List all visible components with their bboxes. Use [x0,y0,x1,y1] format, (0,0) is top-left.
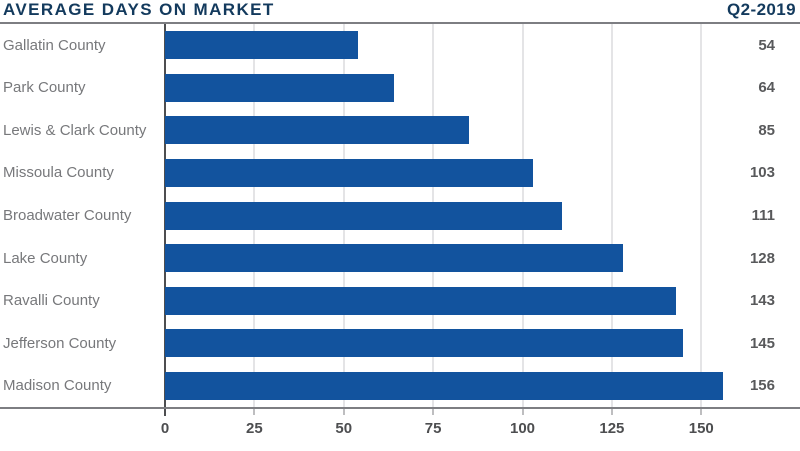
tick-label: 150 [688,420,714,437]
bar [165,329,684,358]
bar-row: Lewis & Clark County 85 [0,109,800,152]
bar-track [165,286,737,315]
tick-mark [432,409,434,415]
bar [165,201,562,230]
gridline [700,24,702,407]
tick-mark [343,409,345,415]
bar [165,371,723,400]
value-label: 128 [749,249,775,267]
value-label: 143 [749,292,775,310]
bar-row: Jefferson County 145 [0,322,800,365]
tick-label: 0 [160,420,170,437]
bar-track [165,329,737,358]
tick-label: 75 [424,420,442,437]
category-label: Madison County [3,377,112,395]
bar [165,31,359,60]
value-label: 54 [758,36,775,54]
x-axis-ticks: 0 25 50 75 100 125 150 [161,409,737,451]
bar [165,116,469,145]
value-label: 64 [758,79,775,97]
plot-area: Gallatin County 54 Park County 64 Lewis … [0,24,800,407]
bar-row: Ravalli County 143 [0,279,800,322]
bar-track [165,116,737,145]
category-label: Broadwater County [3,207,132,225]
bar-track [165,31,737,60]
tick-label: 50 [335,420,353,437]
bar-track [165,73,737,102]
bar-track [165,158,737,187]
bar-rows: Gallatin County 54 Park County 64 Lewis … [0,24,800,407]
tick-mark [700,409,702,415]
gridline [611,24,613,407]
bar-row: Broadwater County 111 [0,194,800,237]
value-label: 103 [749,164,775,182]
category-label: Gallatin County [3,36,106,54]
category-label: Missoula County [3,164,114,182]
category-label: Lewis & Clark County [3,121,147,139]
bar-row: Missoula County 103 [0,152,800,195]
category-label: Jefferson County [3,334,117,352]
x-axis: 0 25 50 75 100 125 150 [0,407,800,451]
chart-header: AVERAGE DAYS ON MARKET Q2-2019 [0,0,800,22]
bar [165,244,623,273]
bar-row: Lake County 128 [0,237,800,280]
tick-label: 100 [509,420,536,437]
value-label: 85 [758,121,775,139]
bar-row: Gallatin County 54 [0,24,800,67]
tick-mark [611,409,613,415]
bar [165,158,534,187]
tick-label: 25 [246,420,263,437]
bar-row: Park County 64 [0,67,800,110]
category-label: Lake County [3,249,88,267]
chart-title: AVERAGE DAYS ON MARKET [3,0,275,19]
header-divider [0,22,800,24]
tick-mark [164,409,166,416]
bar-row: Madison County 156 [0,365,800,408]
value-label: 111 [751,207,775,225]
tick-mark [253,409,255,415]
category-label: Ravalli County [3,292,100,310]
bar [165,286,677,315]
tick-label: 125 [599,420,625,437]
value-label: 156 [749,377,775,395]
bar-track [165,201,737,230]
tick-mark [522,409,523,415]
bar-track [165,244,737,273]
value-label: 145 [749,334,775,352]
bar-track [165,371,737,400]
category-label: Park County [3,79,86,97]
period-label: Q2-2019 [727,0,796,19]
bar [165,73,394,102]
